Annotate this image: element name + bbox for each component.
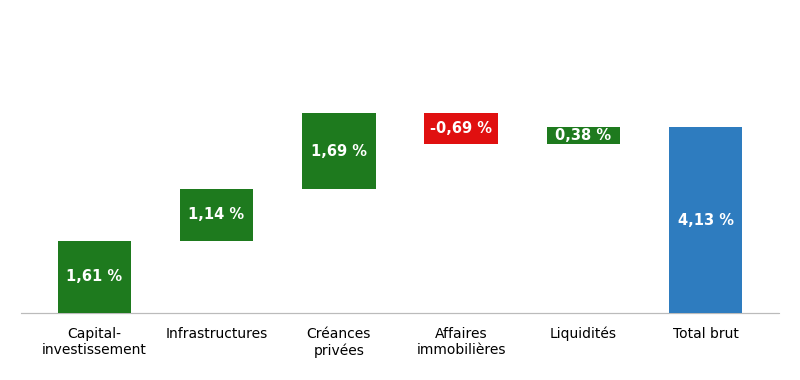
Bar <box>425 113 498 144</box>
Bar <box>58 241 131 313</box>
Text: 1,14 %: 1,14 % <box>189 207 245 222</box>
Text: -0,69 %: -0,69 % <box>430 121 492 136</box>
Bar <box>180 189 254 241</box>
Text: 1,69 %: 1,69 % <box>311 144 367 159</box>
Bar <box>302 113 375 189</box>
Bar <box>669 127 742 313</box>
Text: 1,61 %: 1,61 % <box>66 269 122 284</box>
Text: 0,38 %: 0,38 % <box>555 128 611 143</box>
Text: 4,13 %: 4,13 % <box>678 213 734 228</box>
Bar <box>546 127 620 144</box>
